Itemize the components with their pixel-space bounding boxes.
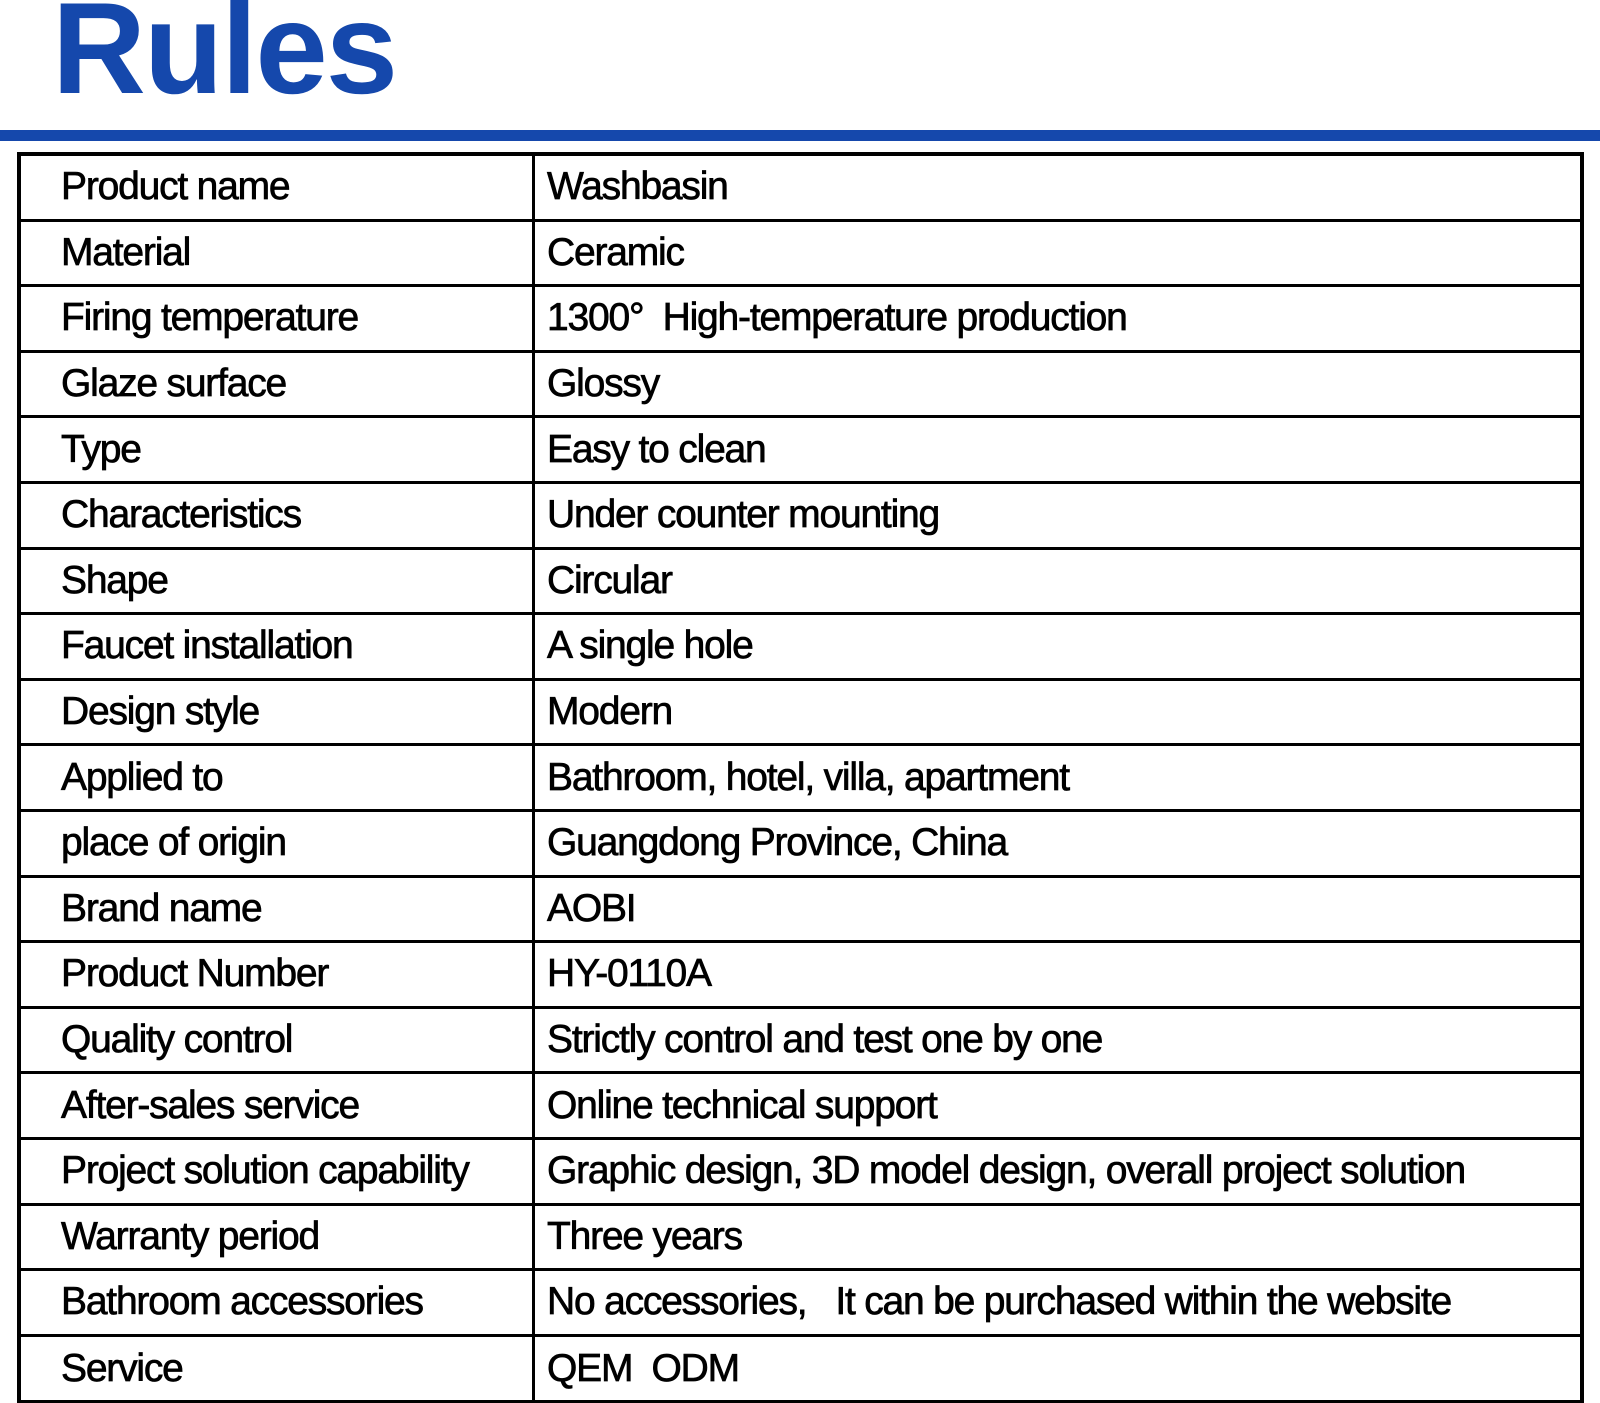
spec-label: Brand name [21, 877, 535, 941]
table-row: Warranty period Three years [21, 1205, 1580, 1272]
table-row: Product Number HY-0110A [21, 943, 1580, 1009]
table-row: Quality control Strictly control and test… [21, 1008, 1580, 1075]
spec-label: Bathroom accessories [21, 1271, 535, 1334]
spec-label: Product name [21, 156, 535, 219]
table-row: Brand name AOBI [21, 877, 1580, 944]
spec-label: Material [21, 221, 535, 285]
spec-value: Ceramic [547, 230, 686, 275]
spec-label: Characteristics [21, 483, 535, 547]
table-row: Product name Washbasin [21, 156, 1580, 222]
spec-value: HY-0110A [547, 952, 713, 996]
spec-value: Modern [547, 690, 674, 734]
spec-value: Circular [547, 558, 674, 603]
table-row: After-sales service Online technical supp… [21, 1074, 1580, 1140]
table-row: Applied to Bathroom, hotel, villa, apartm… [21, 746, 1580, 812]
spec-label: Faucet installation [21, 615, 535, 678]
spec-label: Shape [21, 549, 535, 613]
spec-label: Firing temperature [21, 287, 535, 350]
spec-value: AOBI [547, 886, 637, 930]
table-row: Characteristics Under counter mounting [21, 483, 1580, 550]
spec-value: Washbasin [547, 165, 730, 209]
spec-label: Warranty period [21, 1205, 535, 1269]
table-row: Type Easy to clean [21, 418, 1580, 484]
spec-label: place of origin [21, 811, 535, 875]
spec-value: Bathroom, hotel, villa, apartment [547, 755, 1071, 799]
spec-label: Design style [21, 680, 535, 744]
table-row: Material Ceramic [21, 221, 1580, 288]
spec-value: Three years [547, 1214, 744, 1258]
spec-label: Type [21, 418, 535, 481]
table-row: Faucet installation A single hole [21, 615, 1580, 681]
table-row: Project solution capability Graphic desig… [21, 1139, 1580, 1206]
spec-value: Guangdong Province, China [547, 821, 1009, 865]
table-row: Glaze surface Glossy [21, 352, 1580, 419]
spec-value: QEM ODM [547, 1347, 741, 1391]
spec-label: Applied to [21, 746, 535, 809]
spec-value: Under counter mounting [547, 493, 941, 537]
spec-value: No accessories, It can be purchased with… [547, 1280, 1453, 1324]
title-underline [0, 130, 1600, 141]
spec-value: Graphic design, 3D model design, overall… [547, 1149, 1467, 1193]
spec-label: Glaze surface [21, 352, 535, 416]
spec-value: A single hole [547, 624, 754, 668]
spec-label: Product Number [21, 943, 535, 1006]
spec-table: Product name Washbasin Material Ceramic Firi… [17, 152, 1584, 1403]
table-row: Shape Circular [21, 549, 1580, 616]
table-row: Service QEM ODM [21, 1336, 1580, 1400]
spec-value: Strictly control and test one by one [547, 1018, 1104, 1062]
table-row: place of origin Guangdong Province, China [21, 811, 1580, 878]
table-row: Design style Modern [21, 680, 1580, 747]
spec-value: Online technical support [547, 1083, 939, 1127]
spec-label: Service [21, 1336, 535, 1400]
table-row: Firing temperature 1300° High-temperature… [21, 287, 1580, 353]
page-title: Rules [52, 0, 398, 121]
spec-value: Easy to clean [547, 427, 767, 471]
spec-label: Quality control [21, 1008, 535, 1072]
spec-label: Project solution capability [21, 1139, 535, 1203]
spec-value: 1300° High-temperature production [547, 296, 1129, 340]
header: Rules [0, 0, 1600, 152]
table-row: Bathroom accessories No accessories, It c… [21, 1271, 1580, 1337]
spec-value: Glossy [547, 362, 661, 406]
spec-label: After-sales service [21, 1074, 535, 1137]
